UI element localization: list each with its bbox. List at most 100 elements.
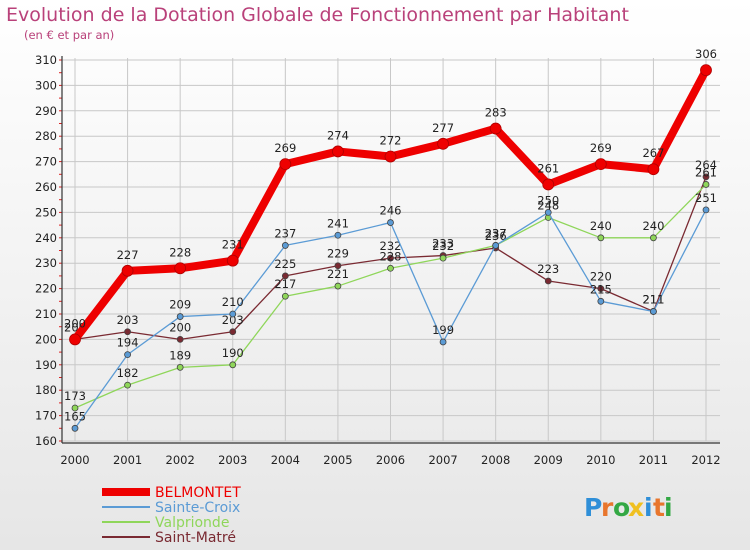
- x-tick-label: 2009: [534, 453, 563, 467]
- data-label: 237: [485, 226, 507, 240]
- data-point: [334, 231, 342, 239]
- data-label: 236: [485, 229, 507, 243]
- data-point: [489, 122, 502, 135]
- data-label: 203: [117, 313, 139, 327]
- data-label: 228: [169, 245, 191, 259]
- data-point: [542, 178, 555, 191]
- data-label: 233: [432, 237, 454, 251]
- data-point: [226, 254, 239, 267]
- logo-letter: o: [613, 493, 630, 522]
- data-point: [650, 234, 657, 242]
- data-point: [229, 310, 237, 318]
- data-point: [597, 297, 605, 305]
- data-point: [647, 163, 660, 176]
- data-label: 225: [274, 257, 296, 271]
- data-label: 250: [537, 193, 559, 207]
- x-tick-label: 2001: [113, 453, 142, 467]
- data-point: [71, 404, 79, 412]
- data-label: 240: [642, 219, 664, 233]
- data-label: 215: [590, 282, 612, 296]
- x-tick-label: 2000: [60, 453, 89, 467]
- data-label: 248: [537, 198, 559, 212]
- data-label: 228: [380, 249, 402, 263]
- logo-letter: x: [628, 493, 644, 522]
- data-point: [71, 424, 79, 432]
- data-point: [281, 292, 289, 300]
- y-tick-label: 260: [35, 180, 57, 194]
- data-point: [124, 381, 131, 389]
- data-label: 210: [222, 295, 244, 309]
- data-label: 194: [117, 336, 139, 350]
- y-tick-label: 290: [35, 104, 57, 118]
- data-label: 189: [169, 348, 191, 362]
- data-point: [597, 285, 605, 293]
- data-label: 264: [695, 158, 717, 172]
- data-point: [387, 219, 394, 226]
- legend-label-saint-matr-: Saint-Matré: [155, 530, 236, 546]
- data-label: 269: [274, 141, 296, 155]
- data-label: 232: [432, 239, 454, 253]
- logo-letter: r: [601, 493, 614, 522]
- legend-label-valprionde: Valprionde: [155, 515, 229, 531]
- y-tick-label: 240: [35, 231, 57, 245]
- x-tick-label: 2006: [376, 453, 405, 467]
- data-label: 229: [327, 247, 349, 261]
- x-tick-label: 2003: [218, 453, 247, 467]
- x-tick-label: 2005: [323, 453, 352, 467]
- data-point: [384, 150, 397, 163]
- x-tick-label: 2008: [481, 453, 510, 467]
- data-label: 232: [380, 239, 402, 253]
- data-point: [229, 328, 237, 336]
- data-point: [492, 242, 500, 249]
- x-tick-label: 2007: [428, 453, 457, 467]
- y-tick-label: 180: [35, 383, 57, 397]
- data-point: [121, 264, 134, 277]
- data-point: [124, 351, 131, 359]
- data-point: [700, 64, 712, 77]
- y-tick-label: 280: [35, 129, 57, 143]
- y-tick-label: 160: [35, 434, 57, 448]
- y-tick-label: 250: [35, 205, 57, 219]
- data-label: 274: [327, 128, 349, 142]
- y-tick-label: 300: [35, 78, 57, 92]
- data-point: [69, 333, 81, 346]
- y-tick-label: 200: [35, 332, 57, 346]
- data-label: 283: [485, 106, 507, 120]
- data-label: 165: [64, 409, 86, 423]
- data-label: 306: [695, 47, 717, 61]
- data-label: 173: [64, 389, 86, 403]
- data-point: [439, 254, 447, 262]
- data-label: 211: [642, 292, 664, 306]
- data-point: [702, 181, 710, 188]
- data-label: 246: [380, 204, 402, 218]
- data-label: 240: [590, 219, 612, 233]
- data-point: [176, 335, 184, 343]
- data-point: [334, 282, 342, 290]
- y-tick-label: 230: [35, 256, 57, 270]
- data-label: 182: [117, 366, 139, 380]
- data-label: 231: [222, 238, 244, 252]
- x-tick-label: 2012: [691, 453, 720, 467]
- data-label: 261: [537, 161, 559, 175]
- data-label: 220: [590, 270, 612, 284]
- data-point: [124, 328, 131, 336]
- data-label: 272: [380, 134, 402, 148]
- y-tick-label: 170: [35, 409, 57, 423]
- data-label: 237: [274, 226, 296, 240]
- x-tick-label: 2011: [639, 453, 668, 467]
- x-tick-label: 2004: [271, 453, 300, 467]
- data-point: [387, 264, 394, 272]
- chart-subtitle: (en € et par an): [24, 28, 115, 42]
- data-point: [332, 145, 344, 158]
- y-tick-label: 270: [35, 155, 57, 169]
- y-tick-label: 220: [35, 282, 57, 296]
- data-point: [702, 206, 710, 214]
- data-label: 267: [642, 146, 664, 160]
- data-point: [174, 262, 187, 275]
- data-point: [702, 173, 710, 181]
- data-label: 200: [64, 316, 86, 330]
- data-point: [279, 158, 292, 171]
- data-point: [229, 361, 237, 369]
